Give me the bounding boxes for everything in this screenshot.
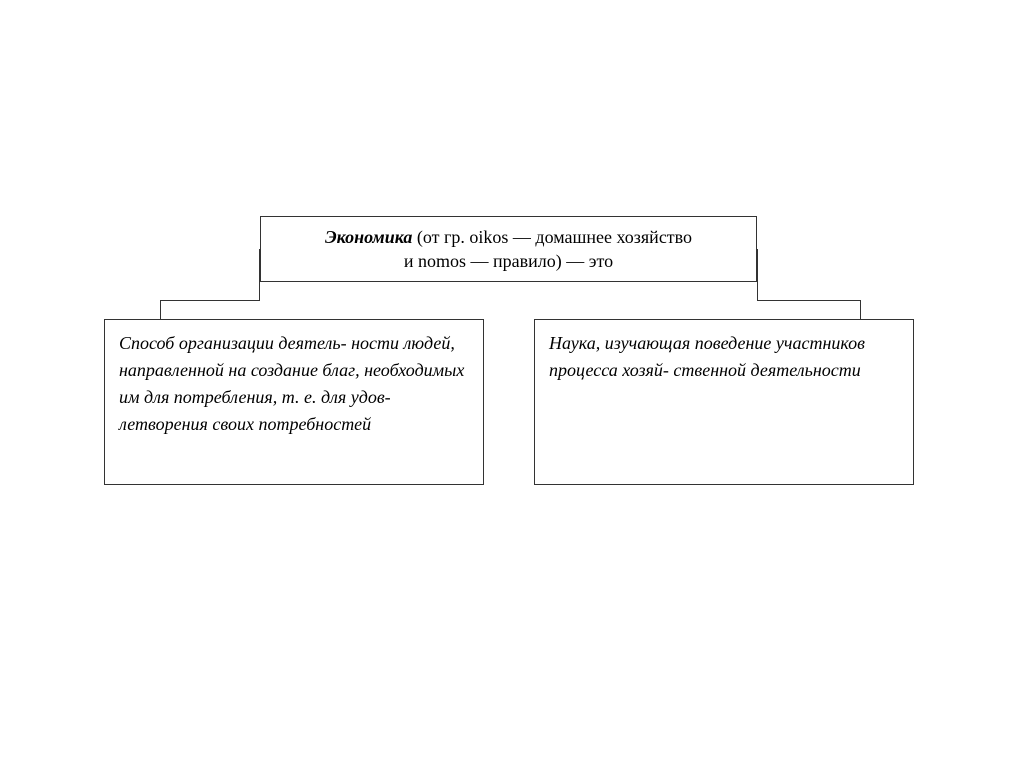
- definition-branch-right-text: Наука, изучающая поведение участников пр…: [549, 333, 865, 380]
- connector-right-vertical-bottom: [860, 300, 861, 319]
- term-bold: Экономика: [325, 227, 412, 247]
- definition-branch-left: Способ организации деятель- ности людей,…: [104, 319, 484, 485]
- definition-root-box: Экономика (от гр. oikos — домашнее хозяй…: [260, 216, 757, 282]
- connector-right-horizontal: [757, 300, 860, 301]
- connector-left-vertical-bottom: [160, 300, 161, 319]
- definition-branch-left-text: Способ организации деятель- ности людей,…: [119, 333, 464, 434]
- definition-root-line2: и nomos — правило) — это: [273, 249, 744, 273]
- term-etymology-1: (от гр. oikos — домашнее хозяйство: [412, 227, 692, 247]
- connector-left-vertical-top: [259, 249, 260, 300]
- definition-root-line1: Экономика (от гр. oikos — домашнее хозяй…: [273, 225, 744, 249]
- connector-right-vertical-top: [757, 249, 758, 300]
- connector-left-horizontal: [160, 300, 260, 301]
- definition-branch-right: Наука, изучающая поведение участников пр…: [534, 319, 914, 485]
- diagram-canvas: Экономика (от гр. oikos — домашнее хозяй…: [0, 0, 1024, 767]
